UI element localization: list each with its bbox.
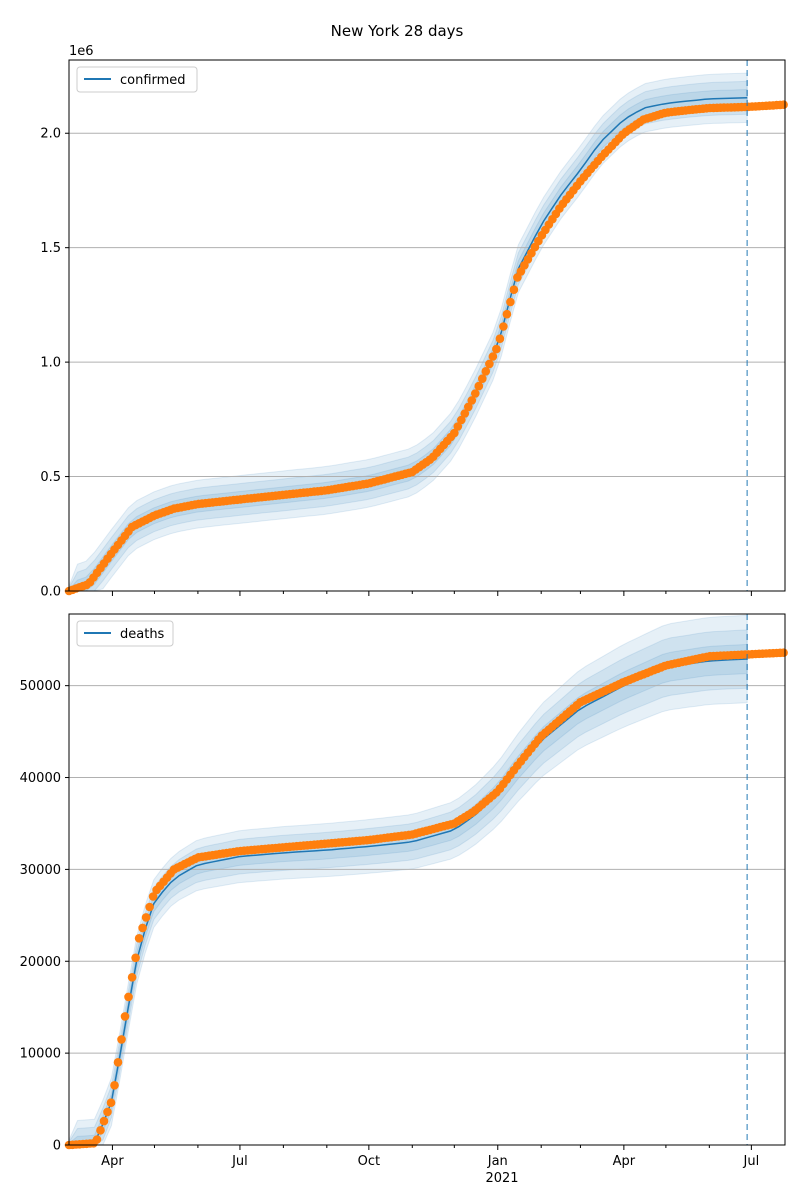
deaths-y-tick-label: 20000 [20,955,61,970]
deaths-observed-point [110,1081,119,1090]
deaths-observed-point [124,992,133,1002]
confirmed-observed-point [509,285,519,295]
deaths-plot-frame [68,613,786,1146]
deaths-observed-point [134,934,144,943]
deaths-observed-point [145,902,154,912]
deaths-observed-point [106,1098,116,1107]
x-tick-label: Apr [101,1154,124,1169]
deaths-y-tick-label: 40000 [20,771,61,786]
deaths-bands [68,614,748,1146]
confirmed-observed-point [485,359,494,369]
figure-title: New York 28 days [331,22,464,40]
deaths-observed-point [127,973,137,982]
confirmed-observed-point [464,402,473,412]
confirmed-observed-point [779,100,788,109]
confirmed-legend: confirmed [76,66,198,93]
confirmed-observed-point [481,367,491,376]
deaths-observed-point [148,892,158,901]
deaths-dots-layer [64,648,788,1150]
deaths-legend-label: deaths [120,627,165,642]
confirmed-grid [69,132,785,478]
confirmed-uncertainty-band [68,88,748,592]
confirmed-y-tick-label: 1.0 [40,356,61,371]
confirmed-y-tick-label: 1.5 [40,241,61,256]
deaths-observed-point [113,1058,123,1067]
confirmed-y-tick-label: 2.0 [40,127,61,142]
confirmed-observed-point [499,322,508,331]
confirmed-observed-point [471,389,480,398]
deaths-y-tick-label: 50000 [20,679,61,694]
deaths-observed-point [99,1116,109,1126]
x-tick-label: Jan [487,1154,508,1169]
x-tick-label: Jul [743,1154,760,1169]
confirmed-observed-point [450,428,459,438]
confirmed-observed-point [506,297,515,307]
confirmed-legend-box [76,66,198,93]
confirmed-x-ticks [111,591,752,596]
confirmed-observed-point [460,409,470,418]
confirmed-dots-layer [64,100,788,596]
deaths-y-tick-label: 10000 [20,1047,61,1062]
deaths-observed-point [96,1126,105,1135]
deaths-y-tick-label: 30000 [20,863,61,878]
deaths-legend-box [76,620,174,647]
confirmed-panel: 0.0 0.5 1.0 1.5 2.0 1e6 confirmed [40,44,788,600]
confirmed-observed-point [488,352,498,361]
confirmed-y-tick-label: 0.5 [40,470,61,485]
x-tick-label: Apr [613,1154,636,1169]
deaths-grid [69,685,785,1054]
confirmed-observed-point [492,344,501,354]
confirmed-observed-point [467,396,477,405]
deaths-observed-point [120,1012,130,1021]
confirmed-plot-frame [68,59,786,592]
confirmed-observed-point [457,415,466,425]
deaths-y-ticks: 0 10000 20000 30000 40000 50000 [20,679,69,1154]
confirmed-observed-point [453,422,463,431]
deaths-observed-point [117,1035,126,1044]
confirmed-y-tick-label: 0.0 [40,585,61,600]
deaths-uncertainty-band [68,614,748,1146]
confirmed-legend-label: confirmed [120,73,186,88]
deaths-x-ticks: Apr Jul Oct Jan Apr Jul [101,1145,759,1169]
confirmed-y-offset-label: 1e6 [69,44,94,59]
deaths-legend: deaths [76,620,174,647]
deaths-observed-point [141,913,151,922]
deaths-observed-point [779,648,788,657]
deaths-observed-point [131,953,140,963]
confirmed-observed-point [495,334,505,344]
x-tick-label: Jul [231,1154,248,1169]
confirmed-observed-point [478,374,487,384]
deaths-observed-point [103,1107,112,1117]
x-year-label: 2021 [485,1171,518,1186]
x-tick-label: Oct [358,1154,380,1169]
confirmed-observed-point [474,381,484,391]
confirmed-observed-point [502,309,512,319]
deaths-observed-point [92,1135,102,1144]
deaths-y-tick-label: 0 [53,1139,61,1154]
confirmed-y-ticks: 0.0 0.5 1.0 1.5 2.0 [40,127,69,600]
deaths-observed-point [138,923,147,933]
